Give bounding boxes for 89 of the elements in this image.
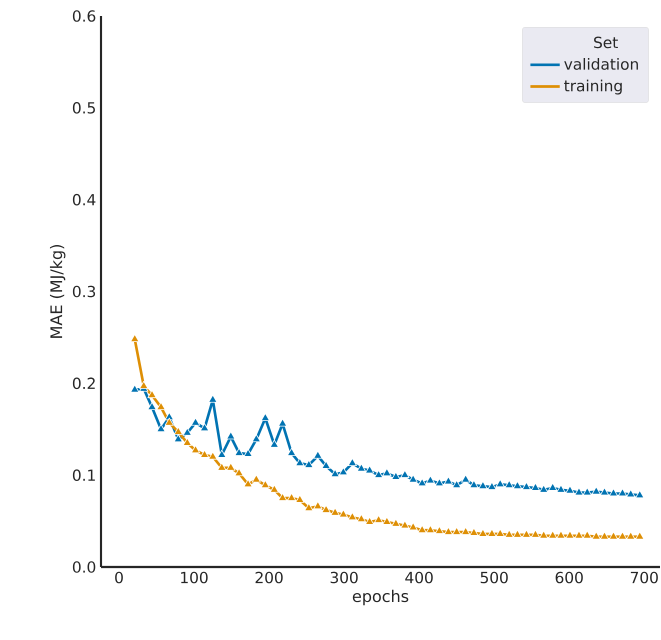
x-tick-label: 700 bbox=[630, 572, 658, 584]
point bbox=[147, 390, 157, 398]
point bbox=[618, 488, 628, 496]
point bbox=[548, 530, 558, 539]
point bbox=[574, 487, 584, 496]
point bbox=[234, 468, 244, 476]
point bbox=[287, 448, 296, 456]
point bbox=[504, 480, 514, 488]
point bbox=[295, 458, 304, 466]
point bbox=[252, 474, 261, 483]
point bbox=[260, 480, 270, 488]
point bbox=[130, 384, 140, 393]
point bbox=[208, 394, 218, 403]
point bbox=[190, 445, 200, 454]
point bbox=[565, 486, 575, 494]
point bbox=[139, 380, 148, 389]
point bbox=[461, 474, 470, 483]
point bbox=[200, 423, 210, 432]
point bbox=[270, 484, 279, 493]
point bbox=[156, 402, 166, 410]
point bbox=[174, 434, 183, 442]
point bbox=[600, 531, 610, 540]
point bbox=[226, 462, 236, 471]
point bbox=[556, 530, 566, 539]
point bbox=[635, 490, 644, 498]
point bbox=[270, 440, 279, 448]
point bbox=[618, 531, 628, 540]
point bbox=[539, 530, 548, 539]
point bbox=[391, 518, 400, 527]
point bbox=[348, 512, 357, 520]
point bbox=[539, 484, 548, 493]
x-tick-label: 300 bbox=[330, 572, 358, 584]
point bbox=[200, 450, 210, 458]
point bbox=[356, 514, 366, 522]
point bbox=[530, 482, 540, 491]
point bbox=[452, 480, 462, 488]
point bbox=[530, 530, 540, 538]
x-tick-label: 400 bbox=[405, 572, 433, 584]
point bbox=[504, 530, 514, 538]
y-tick-label: 0.0 bbox=[72, 561, 96, 573]
point bbox=[582, 530, 592, 539]
x-tick-label: 0 bbox=[115, 572, 123, 584]
point bbox=[608, 488, 618, 496]
point bbox=[330, 508, 340, 516]
point bbox=[426, 525, 435, 534]
point bbox=[565, 530, 575, 539]
point bbox=[208, 452, 218, 460]
x-tick-label: 200 bbox=[256, 572, 283, 584]
x-tick-label: 100 bbox=[181, 572, 208, 584]
point bbox=[330, 469, 340, 478]
point bbox=[234, 448, 244, 456]
legend-label: training bbox=[564, 80, 622, 94]
point bbox=[130, 334, 140, 342]
point bbox=[313, 501, 322, 510]
point bbox=[512, 530, 522, 538]
x-axis-title: epochs bbox=[352, 590, 408, 606]
point bbox=[522, 530, 532, 538]
y-tick-label: 0.4 bbox=[72, 194, 96, 206]
y-tick-label: 0.6 bbox=[72, 10, 96, 22]
point bbox=[496, 479, 505, 488]
point bbox=[164, 418, 174, 426]
point bbox=[304, 503, 314, 512]
point bbox=[348, 458, 357, 466]
x-tick-label: 500 bbox=[480, 572, 508, 584]
legend-title: Set bbox=[594, 36, 618, 48]
point bbox=[147, 402, 157, 410]
point bbox=[574, 530, 584, 539]
point bbox=[382, 468, 392, 476]
y-tick-label: 0.1 bbox=[72, 469, 95, 481]
point bbox=[260, 413, 270, 422]
point bbox=[600, 487, 610, 496]
point bbox=[556, 484, 566, 493]
point bbox=[408, 474, 418, 483]
x-tick-label: 600 bbox=[556, 572, 583, 584]
point bbox=[156, 424, 166, 432]
point bbox=[217, 450, 226, 458]
y-tick-label: 0.5 bbox=[72, 102, 95, 114]
y-tick-label: 0.3 bbox=[72, 286, 96, 298]
point bbox=[592, 486, 601, 494]
point bbox=[418, 525, 427, 534]
point bbox=[217, 462, 226, 471]
point bbox=[313, 450, 322, 459]
point bbox=[252, 434, 261, 442]
legend-label: validation bbox=[564, 58, 638, 70]
y-tick-label: 0.2 bbox=[72, 378, 95, 390]
point bbox=[190, 418, 200, 426]
point bbox=[608, 531, 618, 540]
point bbox=[522, 482, 532, 490]
y-axis-title: MAE (MJ/kg) bbox=[50, 244, 66, 338]
